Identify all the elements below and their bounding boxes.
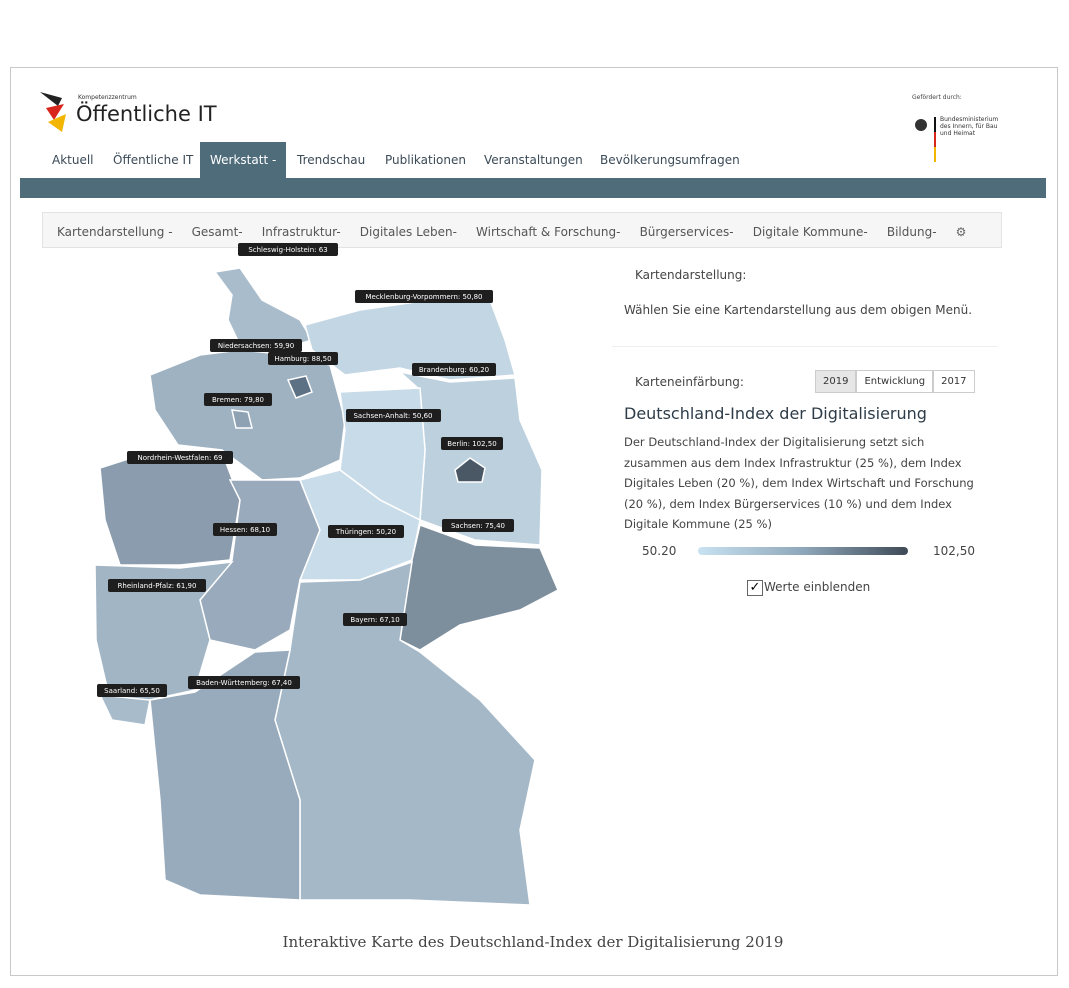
- state[interactable]: [149, 649, 301, 901]
- description-line: Digitale Kommune (25 %): [624, 517, 772, 531]
- state[interactable]: [304, 299, 516, 381]
- display-hint: Wählen Sie eine Kartendarstellung aus de…: [624, 303, 973, 317]
- description: Der Deutschland-Index der Digitalisierun…: [624, 432, 974, 535]
- color-scale: [698, 547, 908, 555]
- nav-item[interactable]: Publikationen: [385, 153, 466, 167]
- state-label: Thüringen: 50,20: [335, 528, 396, 536]
- ministry: Bundesministerium des Innern, für Bau un…: [940, 116, 998, 137]
- ministry-line: Bundesministerium: [940, 116, 999, 123]
- state-label: Nordrhein-Westfalen: 69: [138, 454, 223, 462]
- description-line: Der Deutschland-Index der Digitalisierun…: [624, 435, 925, 449]
- state-label: Sachsen-Anhalt: 50,60: [353, 412, 432, 420]
- state[interactable]: [99, 451, 241, 566]
- state[interactable]: [213, 267, 314, 351]
- state[interactable]: [94, 561, 234, 701]
- divider: [612, 346, 997, 347]
- nav-item[interactable]: Aktuell: [52, 153, 94, 167]
- main-nav: Aktuell Öffentliche IT Werkstatt - Trend…: [40, 142, 1040, 178]
- funded-by: Gefördert durch:: [912, 94, 962, 101]
- nav-item[interactable]: Veranstaltungen: [484, 153, 583, 167]
- coloring-label: Karteneinfärbung:: [635, 375, 744, 389]
- state-label: Schleswig-Holstein: 63: [248, 246, 327, 254]
- sub-item[interactable]: Bürgerservices-: [639, 225, 734, 239]
- kicker: Kompetenzzentrum: [78, 94, 137, 101]
- state-label: Sachsen: 75,40: [451, 522, 505, 530]
- nav-item[interactable]: Trendschau: [297, 153, 366, 167]
- description-line: zusammen aus dem Index Infrastruktur (25…: [624, 455, 962, 470]
- button[interactable]: Entwicklung: [856, 370, 934, 393]
- checkbox-label: Werte einblenden: [764, 580, 871, 594]
- logo-text: Öffentliche IT: [76, 102, 217, 126]
- value-labels: Schleswig-Holstein: 63 Mecklenburg-Vorpo…: [97, 243, 514, 697]
- sub-item[interactable]: Gesamt-: [191, 225, 243, 239]
- button[interactable]: 2019: [815, 370, 857, 393]
- scale-min: 50.20: [642, 544, 677, 558]
- sub-item[interactable]: Infrastruktur-: [261, 225, 341, 239]
- settings-icon[interactable]: ⚙: [955, 225, 967, 239]
- description-line: (20 %), dem Index Bürgerservices (10 %) …: [624, 496, 952, 511]
- state-label: Mecklenburg-Vorpommern: 50,80: [365, 293, 482, 301]
- index-heading: Deutschland-Index der Digitalisierung: [624, 404, 927, 423]
- state-label: Brandenburg: 60,20: [419, 366, 489, 374]
- ministry-line: des Innern, für Bau: [940, 123, 998, 130]
- state-label: Bremen: 79,80: [212, 396, 264, 404]
- description-line: Digitales Leben (20 %), dem Index Wirtsc…: [624, 476, 974, 490]
- nav-item[interactable]: Öffentliche IT: [113, 153, 194, 167]
- state[interactable]: [231, 409, 253, 429]
- sub-item[interactable]: Wirtschaft & Forschung-: [476, 225, 621, 239]
- frame: [10, 67, 1058, 976]
- ministry-line: und Heimat: [940, 130, 976, 137]
- state-label: Rheinland-Pfalz: 61,90: [118, 582, 197, 590]
- map: Schleswig-Holstein: 63 Mecklenburg-Vorpo…: [94, 243, 559, 906]
- state[interactable]: [454, 457, 486, 483]
- state[interactable]: [98, 694, 151, 726]
- state-label: Bayern: 67,10: [350, 616, 399, 624]
- state-label: Hamburg: 88,50: [274, 355, 331, 363]
- state-label: Baden-Württemberg: 67,40: [196, 679, 292, 687]
- button[interactable]: 2017: [933, 370, 975, 393]
- state-label: Niedersachsen: 59,90: [218, 342, 294, 350]
- sub-menu: Kartendarstellung - Gesamt- Infrastruktu…: [42, 212, 1002, 248]
- state-label: Berlin: 102,50: [447, 440, 496, 448]
- nav-bar: [20, 178, 1046, 198]
- sub-item[interactable]: Digitale Kommune-: [752, 225, 868, 239]
- checkbox[interactable]: ✓: [747, 580, 763, 596]
- scale-max: 102,50: [933, 544, 975, 558]
- state-label: Saarland: 65,50: [104, 687, 160, 695]
- logo-mark: [40, 92, 66, 132]
- nav-item[interactable]: Werkstatt -: [200, 142, 287, 178]
- display-label: Kartendarstellung:: [635, 268, 747, 282]
- nav-item[interactable]: Bevölkerungsumfragen: [600, 153, 740, 167]
- sub-item[interactable]: Bildung-: [886, 225, 937, 239]
- state-label: Hessen: 68,10: [220, 526, 270, 534]
- sub-item[interactable]: Kartendarstellung -: [57, 225, 173, 239]
- year-buttons: 2019 Entwicklung 2017: [815, 370, 975, 393]
- caption: Interaktive Karte des Deutschland-Index …: [282, 933, 784, 951]
- eagle: [915, 117, 936, 162]
- sub-item[interactable]: Digitales Leben-: [359, 225, 457, 239]
- state[interactable]: [286, 375, 313, 399]
